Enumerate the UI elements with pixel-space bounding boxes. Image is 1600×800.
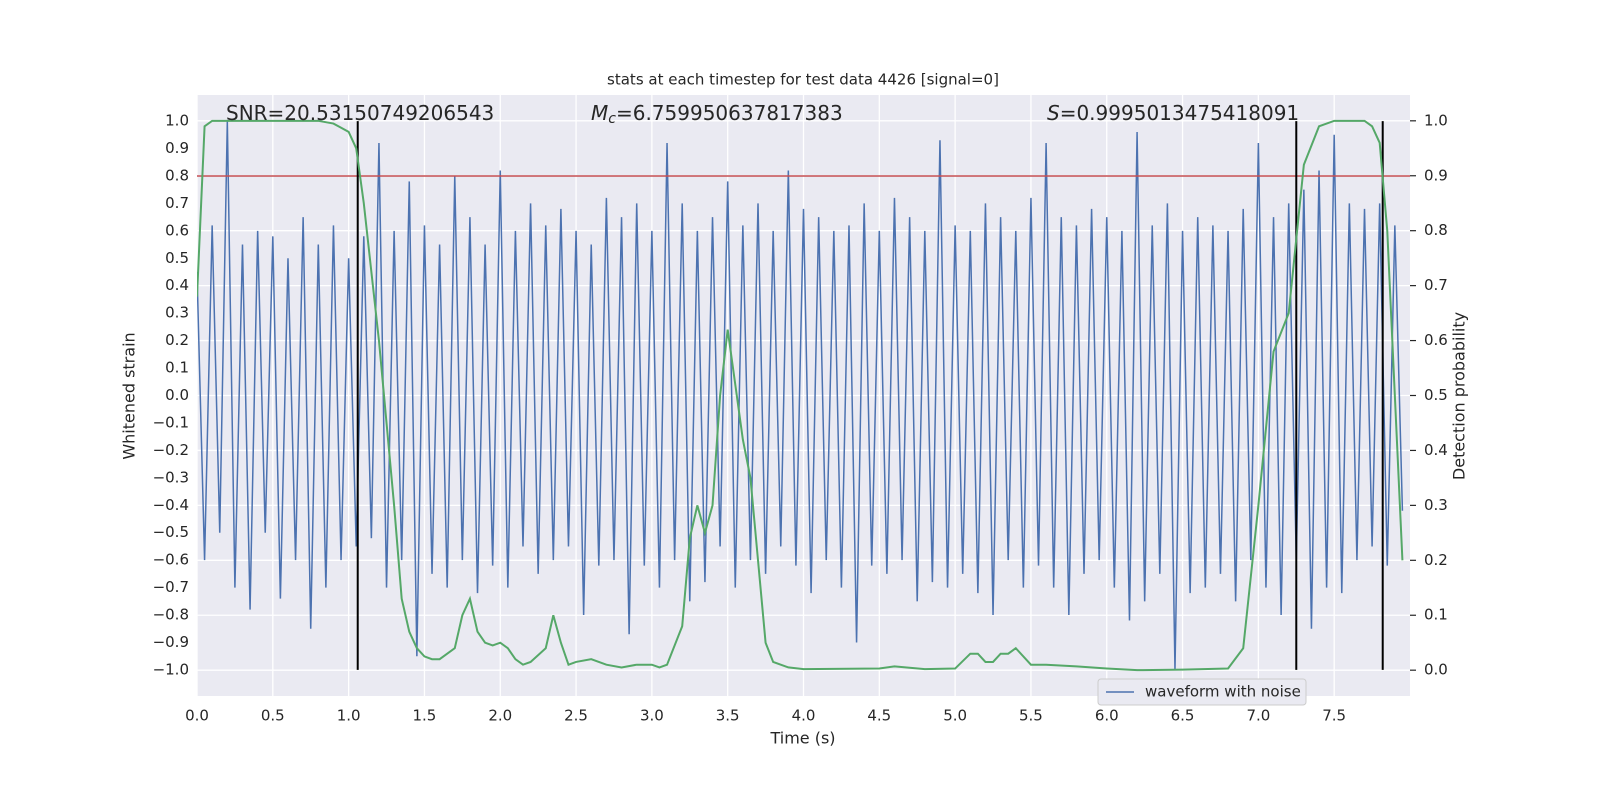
annotation-symbol: M (591, 101, 608, 125)
x-tick-label: 6.5 (1171, 707, 1195, 725)
y-tick-label: 0.3 (165, 304, 189, 322)
y-tick-label: 0.5 (165, 249, 189, 267)
x-tick-label: 5.0 (943, 707, 967, 725)
y2-tick-label: 0.1 (1424, 606, 1448, 624)
chart-title: stats at each timestep for test data 442… (607, 71, 999, 89)
x-tick-label: 5.5 (1019, 707, 1043, 725)
y-tick-label: −1.0 (153, 660, 189, 678)
y2-tick-label: 0.4 (1424, 441, 1448, 459)
y2-tick-label: 0.7 (1424, 276, 1448, 294)
y2-tick-label: 0.9 (1424, 166, 1448, 184)
legend-box (1097, 678, 1307, 706)
x-tick-label: 0.5 (261, 707, 285, 725)
annotation-text: =0.9995013475418091 (1060, 101, 1299, 125)
y-tick-label: −0.5 (153, 523, 189, 541)
y-tick-label: 1.0 (165, 112, 189, 130)
annotation: Mc=6.759950637817383 (591, 101, 843, 128)
y-tick-label: 0.0 (165, 386, 189, 404)
legend: waveform with noise (1097, 678, 1307, 706)
y-axis-label: Whitened strain (120, 332, 139, 459)
x-axis-label: Time (s) (769, 729, 835, 748)
x-tick-label: 3.0 (640, 707, 664, 725)
y2-tick-label: 0.8 (1424, 221, 1448, 239)
y-tick-label: −0.4 (153, 496, 189, 514)
x-tick-label: 1.5 (413, 707, 437, 725)
x-tick-label: 0.0 (185, 707, 209, 725)
series-line (197, 119, 1404, 672)
annotation-subscript: c (608, 111, 616, 127)
y-tick-label: −0.3 (153, 468, 189, 486)
y-tick-label: 0.4 (165, 276, 189, 294)
x-tick-label: 2.5 (564, 707, 588, 725)
x-tick-label: 4.0 (792, 707, 816, 725)
y-tick-label: −0.9 (153, 633, 189, 651)
y-tick-label: 0.9 (165, 139, 189, 157)
annotation-symbol: S (1047, 101, 1060, 125)
y2-axis-label: Detection probability (1450, 312, 1469, 480)
y-tick-label: −0.1 (153, 413, 189, 431)
y-tick-label: −0.2 (153, 441, 189, 459)
x-tick-label: 2.0 (488, 707, 512, 725)
annotation-text: =6.759950637817383 (616, 101, 843, 125)
annotation-text: SNR=20.53150749206543 (226, 101, 494, 125)
y-tick-label: −0.6 (153, 551, 189, 569)
y2-tick-label: 0.2 (1424, 551, 1448, 569)
x-tick-label: 6.0 (1095, 707, 1119, 725)
annotation: SNR=20.53150749206543 (226, 101, 494, 125)
y-tick-label: 0.2 (165, 331, 189, 349)
x-tick-label: 3.5 (716, 707, 740, 725)
legend-label: waveform with noise (1145, 683, 1301, 701)
x-tick-label: 7.0 (1246, 707, 1270, 725)
y-tick-label: −0.8 (153, 606, 189, 624)
series-line (197, 121, 1404, 670)
y-tick-label: 0.8 (165, 166, 189, 184)
x-tick-label: 1.0 (337, 707, 361, 725)
y-tick-label: 0.7 (165, 194, 189, 212)
y2-tick-label: 0.6 (1424, 331, 1448, 349)
y-tick-label: 0.6 (165, 221, 189, 239)
y-tick-label: −0.7 (153, 578, 189, 596)
annotation: S=0.9995013475418091 (1047, 101, 1299, 125)
x-tick-label: 7.5 (1322, 707, 1346, 725)
y2-tick-label: 0.3 (1424, 496, 1448, 514)
x-tick-label: 4.5 (867, 707, 891, 725)
y2-tick-label: 0.0 (1424, 661, 1448, 679)
y2-tick-label: 1.0 (1424, 111, 1448, 129)
y2-tick-label: 0.5 (1424, 386, 1448, 404)
y-tick-label: 0.1 (165, 359, 189, 377)
